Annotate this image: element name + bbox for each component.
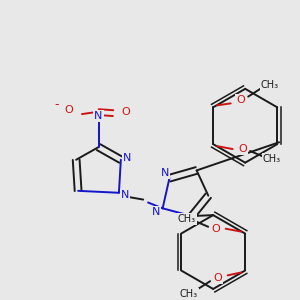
Text: CH₃: CH₃: [260, 80, 279, 90]
Text: N: N: [122, 153, 131, 163]
Text: CH₃: CH₃: [178, 214, 196, 224]
Text: O: O: [236, 94, 245, 104]
Text: O: O: [212, 224, 220, 234]
Text: -: -: [55, 98, 59, 111]
Text: CH₃: CH₃: [180, 289, 198, 299]
Text: O: O: [238, 144, 247, 154]
Text: N: N: [121, 190, 129, 200]
Text: CH₃: CH₃: [262, 154, 280, 164]
Text: O: O: [64, 105, 73, 115]
Text: N: N: [152, 207, 160, 217]
Text: N: N: [160, 168, 169, 178]
Text: O: O: [121, 107, 130, 117]
Text: N: N: [94, 111, 103, 121]
Text: O: O: [214, 273, 222, 283]
